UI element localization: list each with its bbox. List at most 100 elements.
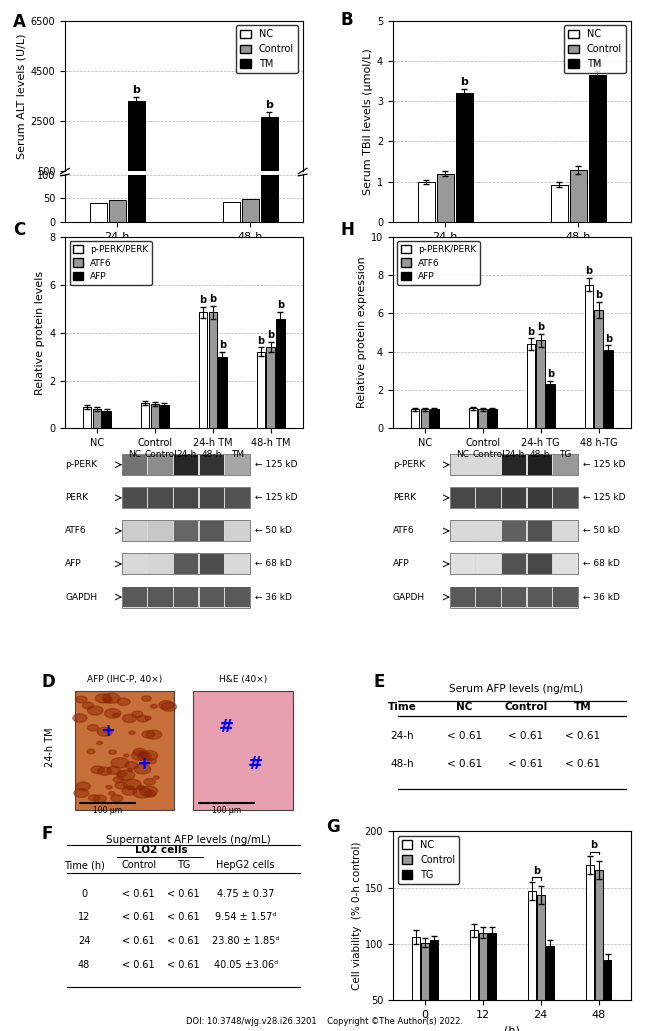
Bar xyxy=(456,93,473,222)
Text: HepG2 cells: HepG2 cells xyxy=(216,860,275,870)
Text: b: b xyxy=(257,335,265,345)
Bar xyxy=(479,933,487,1031)
Text: b: b xyxy=(460,77,468,87)
Y-axis label: Serum TBil levels (μmol/L): Serum TBil levels (μmol/L) xyxy=(363,47,372,195)
Text: b: b xyxy=(547,369,554,379)
Text: LO2 cells: LO2 cells xyxy=(135,844,188,855)
Bar xyxy=(430,409,439,429)
Circle shape xyxy=(127,786,134,790)
Circle shape xyxy=(88,795,99,801)
Text: H&E (40×): H&E (40×) xyxy=(219,675,267,684)
Circle shape xyxy=(137,753,151,760)
Text: Control: Control xyxy=(472,450,505,459)
Text: Time (h): Time (h) xyxy=(64,860,105,870)
Text: < 0.61: < 0.61 xyxy=(447,731,482,741)
Bar xyxy=(128,0,145,222)
Bar xyxy=(412,937,420,1031)
Bar xyxy=(478,409,487,429)
Circle shape xyxy=(133,749,146,756)
Bar xyxy=(200,488,224,507)
Text: 24: 24 xyxy=(78,936,90,946)
Text: ← 36 kD: ← 36 kD xyxy=(583,593,620,601)
Bar xyxy=(148,554,173,574)
Bar xyxy=(123,554,147,574)
Bar xyxy=(161,404,169,429)
Circle shape xyxy=(91,766,104,773)
Text: b: b xyxy=(595,290,602,300)
Text: 0: 0 xyxy=(81,889,87,899)
Circle shape xyxy=(144,778,155,786)
Bar xyxy=(536,340,545,429)
Bar xyxy=(148,521,173,540)
Circle shape xyxy=(142,731,155,738)
Text: +: + xyxy=(100,722,115,740)
Text: TG: TG xyxy=(559,450,571,459)
Circle shape xyxy=(153,776,159,779)
Bar xyxy=(502,521,526,540)
Bar xyxy=(123,588,147,607)
Bar xyxy=(199,312,207,429)
Text: b: b xyxy=(532,866,540,876)
Bar xyxy=(551,185,567,222)
Text: < 0.61: < 0.61 xyxy=(566,759,601,769)
Text: b: b xyxy=(591,840,598,851)
Bar xyxy=(476,488,500,507)
Bar xyxy=(122,521,250,541)
Y-axis label: Relative protein expression: Relative protein expression xyxy=(357,257,367,408)
Bar xyxy=(450,554,578,574)
Bar xyxy=(528,588,552,607)
Bar xyxy=(604,960,612,1031)
Bar xyxy=(200,521,224,540)
Text: 24-h: 24-h xyxy=(176,450,196,459)
Text: A: A xyxy=(13,13,25,31)
Circle shape xyxy=(94,795,107,802)
Bar xyxy=(174,455,198,474)
Bar xyxy=(502,455,526,474)
Bar xyxy=(476,588,500,607)
Circle shape xyxy=(144,791,156,797)
Bar xyxy=(174,554,198,574)
Text: Control: Control xyxy=(144,450,177,459)
Text: 12: 12 xyxy=(78,912,90,923)
Circle shape xyxy=(105,708,121,719)
Text: #: # xyxy=(248,755,263,773)
Bar xyxy=(553,455,577,474)
Bar xyxy=(242,199,259,222)
Bar xyxy=(226,588,250,607)
Text: < 0.61: < 0.61 xyxy=(566,731,601,741)
Text: TM: TM xyxy=(574,702,592,712)
Bar xyxy=(528,455,552,474)
Circle shape xyxy=(122,714,136,723)
Bar xyxy=(421,942,429,1031)
Bar xyxy=(545,946,554,1031)
Text: < 0.61: < 0.61 xyxy=(168,889,200,899)
Text: E: E xyxy=(374,673,385,691)
Text: b: b xyxy=(593,59,601,69)
Text: +: + xyxy=(136,755,151,773)
Text: b: b xyxy=(277,300,284,310)
Circle shape xyxy=(96,694,111,703)
Text: b: b xyxy=(219,340,226,351)
Text: 48-h: 48-h xyxy=(530,450,550,459)
Text: F: F xyxy=(41,825,53,842)
Text: 24-h: 24-h xyxy=(391,731,414,741)
Bar xyxy=(528,554,552,574)
Text: #: # xyxy=(219,718,234,736)
Y-axis label: Serum ALT levels (U/L): Serum ALT levels (U/L) xyxy=(16,33,27,159)
Circle shape xyxy=(159,701,174,709)
Bar xyxy=(450,455,475,474)
Legend: p-PERK/PERK, ATF6, AFP: p-PERK/PERK, ATF6, AFP xyxy=(70,241,152,285)
Text: ← 68 kD: ← 68 kD xyxy=(255,560,292,568)
Circle shape xyxy=(107,766,120,774)
Text: Time: Time xyxy=(388,702,417,712)
Text: ← 125 kD: ← 125 kD xyxy=(255,493,298,502)
Bar xyxy=(553,521,577,540)
Circle shape xyxy=(117,770,135,780)
Bar xyxy=(193,691,293,809)
Bar xyxy=(141,403,150,429)
Bar xyxy=(218,357,227,429)
Bar xyxy=(226,521,250,540)
Circle shape xyxy=(103,698,112,703)
Bar xyxy=(476,554,500,574)
Text: C: C xyxy=(13,222,25,239)
